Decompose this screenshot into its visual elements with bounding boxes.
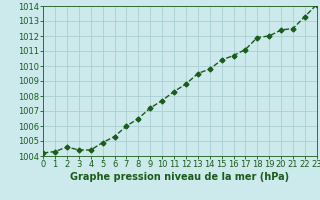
X-axis label: Graphe pression niveau de la mer (hPa): Graphe pression niveau de la mer (hPa) <box>70 172 290 182</box>
